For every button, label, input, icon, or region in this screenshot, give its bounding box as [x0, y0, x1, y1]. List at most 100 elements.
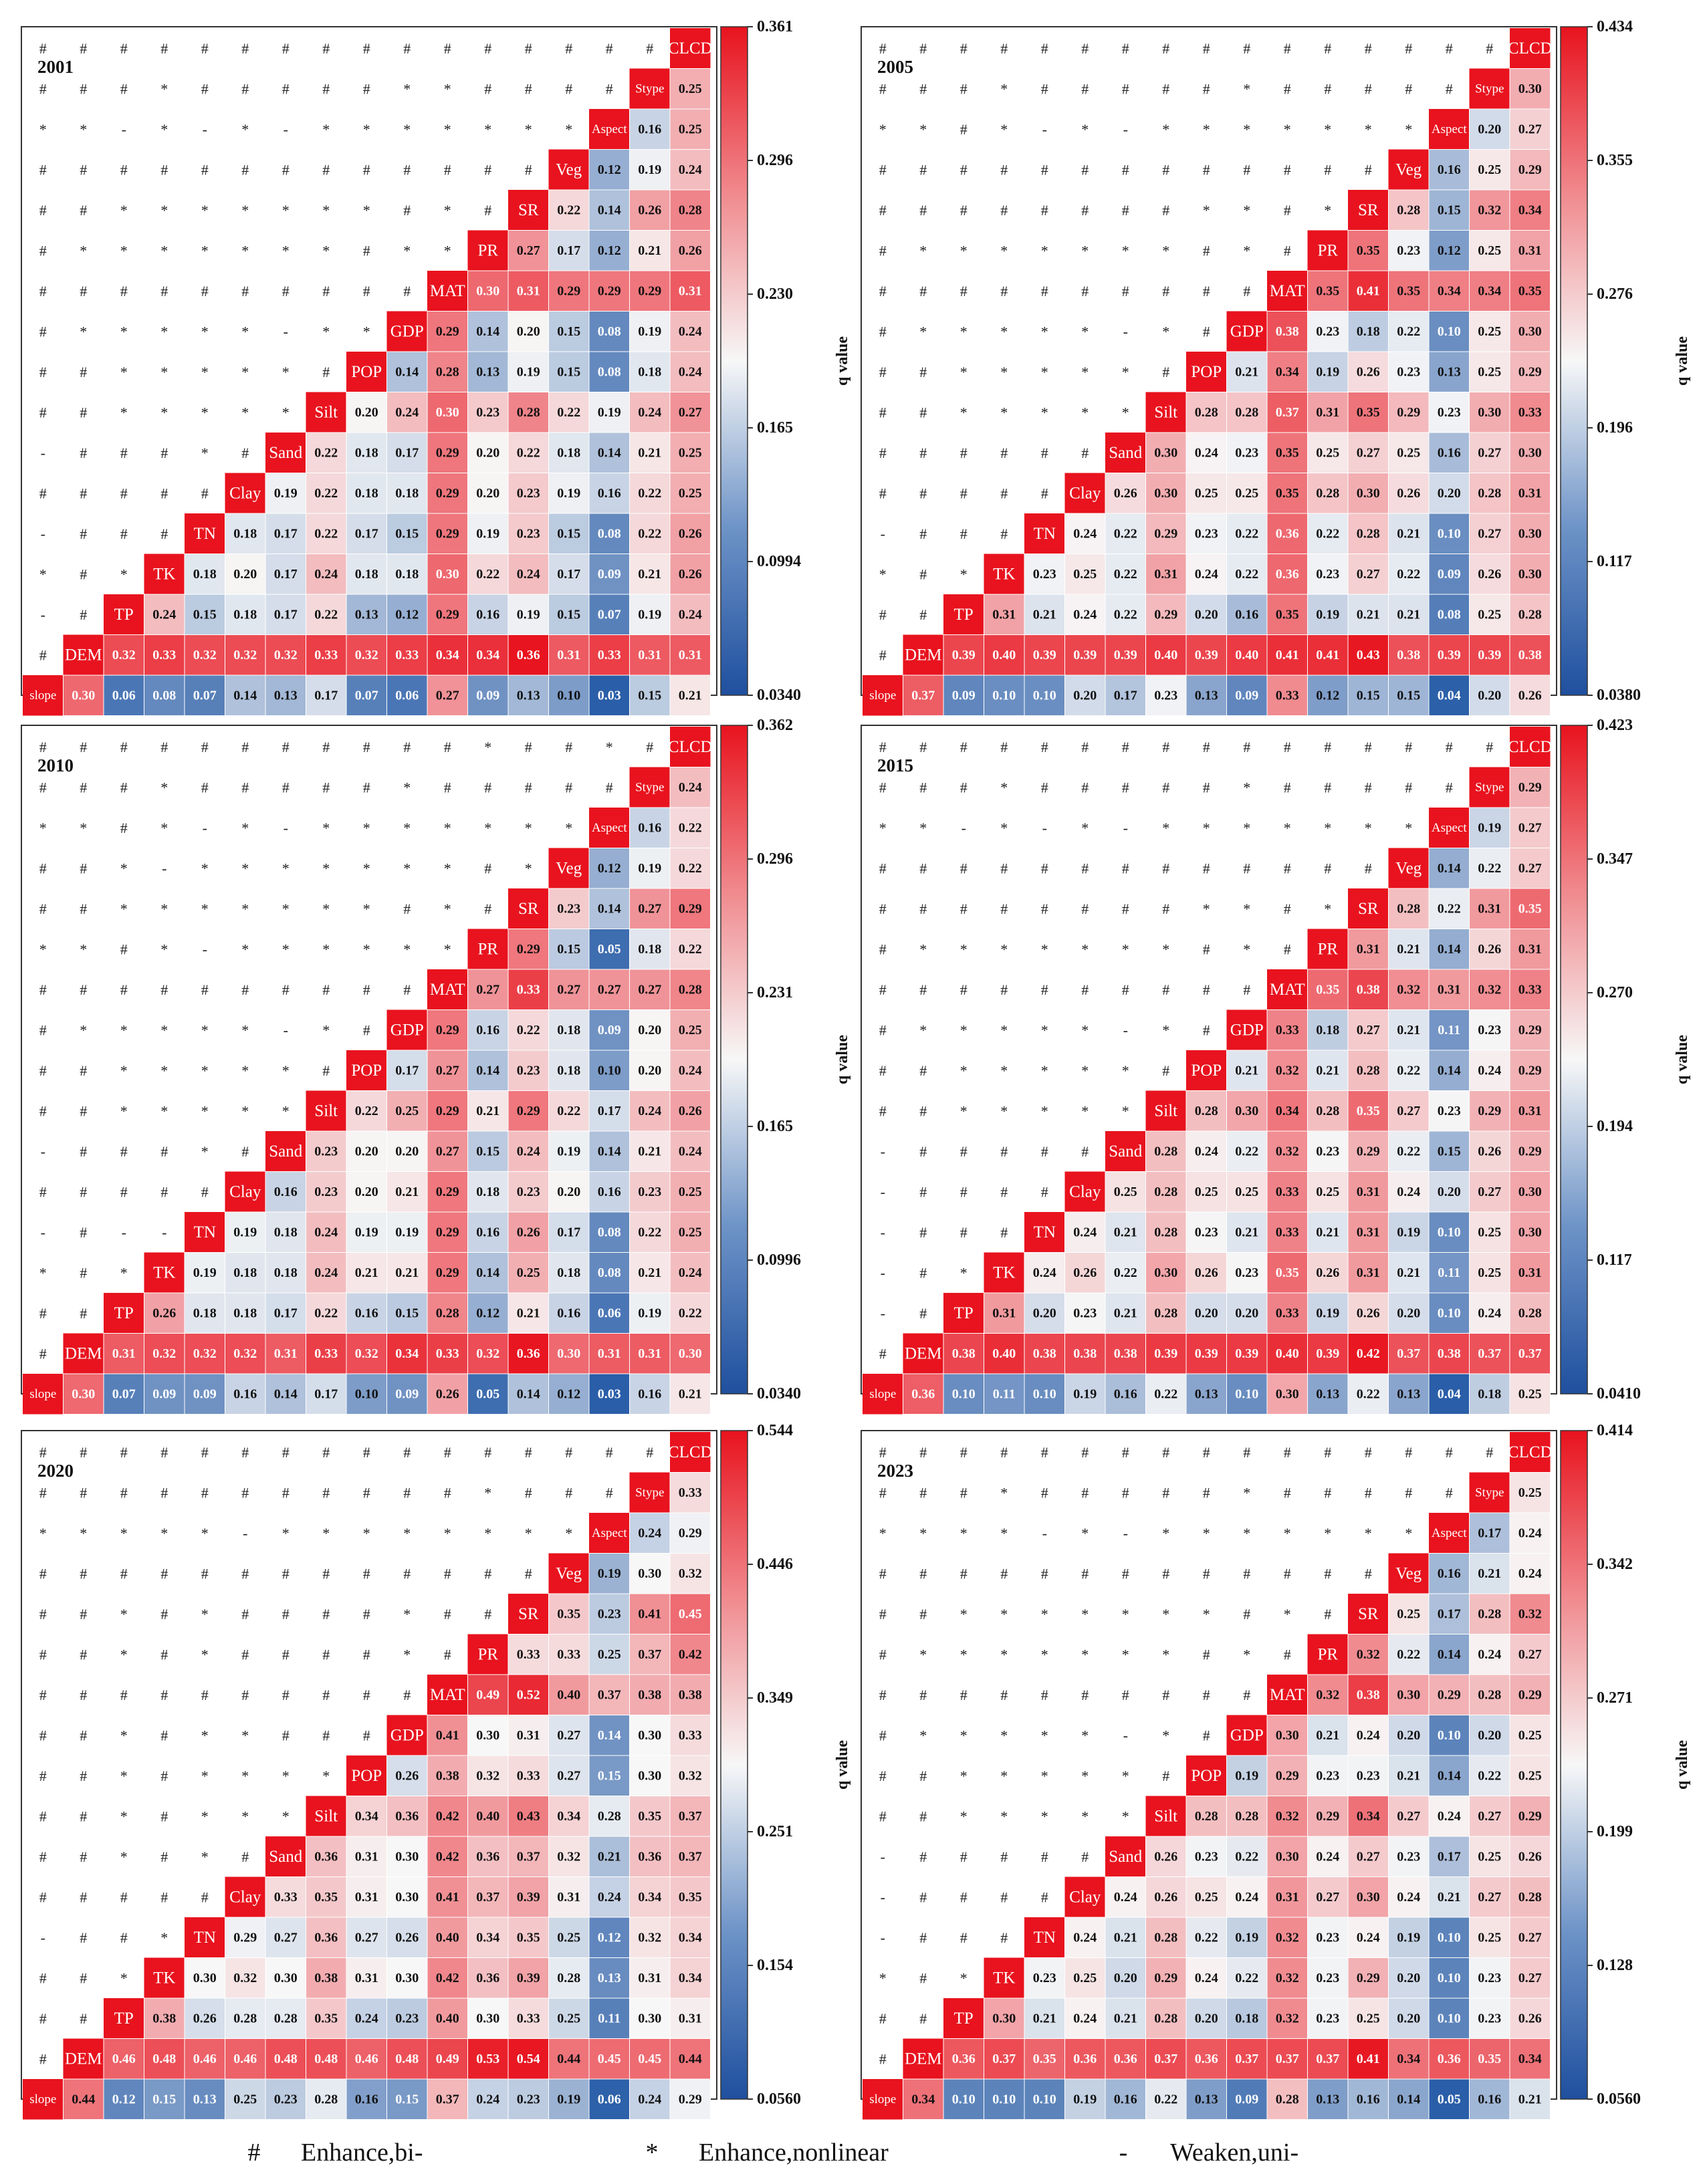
- cell-value: 0.33: [1518, 405, 1542, 420]
- significance-symbol: *: [322, 820, 330, 836]
- cell-value: 0.26: [1478, 942, 1501, 957]
- cell-value: 0.25: [1195, 1185, 1218, 1199]
- heat-cell: [1469, 807, 1510, 848]
- heat-cell: [1145, 1211, 1187, 1253]
- cell-value: 0.17: [314, 688, 338, 703]
- significance-symbol: *: [241, 941, 249, 957]
- cell-value: 0.18: [274, 1225, 298, 1239]
- cell-value: 0.26: [1316, 1265, 1339, 1280]
- cell-value: 0.29: [436, 486, 459, 501]
- variable-label: PR: [1317, 940, 1338, 958]
- significance-symbol: #: [484, 1444, 491, 1461]
- significance-symbol: #: [525, 1565, 532, 1582]
- cell-value: 0.30: [193, 1971, 217, 1985]
- heat-cell: [629, 1634, 671, 1675]
- cell-value: 0.32: [274, 648, 298, 662]
- significance-symbol: #: [120, 283, 128, 299]
- heat-cell: [1307, 1292, 1349, 1334]
- heat-cell: [1388, 1997, 1430, 2039]
- cell-value: 0.31: [1438, 982, 1461, 997]
- cell-value: 0.19: [193, 1265, 217, 1280]
- heat-cell: [669, 1553, 711, 1594]
- significance-symbol: #: [1162, 80, 1169, 97]
- significance-symbol: #: [201, 739, 209, 755]
- heat-cell: [306, 1211, 347, 1253]
- heat-cell: [1388, 554, 1430, 595]
- heat-cell: [1064, 594, 1106, 635]
- cell-value: 0.23: [1235, 445, 1258, 460]
- cell-value: 0.32: [112, 648, 136, 662]
- heat-cell: [1185, 1796, 1227, 1837]
- cell-value: 0.21: [1316, 1728, 1339, 1743]
- heat-cell: [1428, 2078, 1470, 2120]
- cell-value: 0.30: [638, 2011, 661, 2026]
- cell-value: 0.32: [679, 1768, 702, 1783]
- significance-symbol: -: [881, 1264, 885, 1281]
- significance-symbol: *: [160, 202, 168, 219]
- cell-value: 0.27: [1357, 1023, 1380, 1038]
- variable-label: TK: [153, 1969, 175, 1987]
- cell-value: 0.29: [1518, 780, 1542, 795]
- cell-value: 0.32: [476, 1346, 499, 1361]
- heat-cell: [1509, 1876, 1551, 1918]
- cell-value: 0.39: [1033, 648, 1056, 662]
- cell-value: 0.24: [638, 405, 661, 420]
- heat-cell: [306, 1836, 347, 1877]
- cell-value: 0.38: [1518, 648, 1542, 662]
- significance-symbol: *: [322, 323, 330, 340]
- significance-symbol: -: [162, 860, 166, 876]
- heat-cell: [1388, 1292, 1430, 1334]
- significance-symbol: #: [282, 1727, 290, 1743]
- heat-cell: [1185, 513, 1227, 554]
- significance-symbol: #: [919, 40, 927, 57]
- variable-label: POP: [351, 363, 382, 381]
- colorbar-tick-label: 0.362: [757, 717, 793, 734]
- variable-label: DEM: [905, 2050, 942, 2068]
- cell-value: 0.24: [1073, 607, 1097, 622]
- cell-value: 0.34: [1478, 283, 1501, 298]
- heat-cell: [184, 554, 225, 595]
- heat-cell: [1266, 2038, 1308, 2080]
- colorbar-tick-label: 0.251: [757, 1823, 793, 1840]
- cell-value: 0.16: [1235, 607, 1258, 622]
- cell-value: 0.14: [598, 203, 621, 217]
- significance-symbol: #: [39, 1345, 47, 1362]
- cell-value: 0.25: [679, 445, 702, 460]
- variable-label: MAT: [430, 1686, 465, 1704]
- significance-symbol: #: [879, 404, 887, 420]
- cell-value: 0.15: [152, 2092, 176, 2106]
- variable-label: slope: [869, 1387, 896, 1401]
- heat-cell: [1105, 1211, 1146, 1253]
- significance-symbol: *: [444, 941, 451, 957]
- heat-cell: [1064, 1333, 1106, 1374]
- cell-value: 0.31: [355, 1971, 378, 1985]
- variable-label: TP: [954, 606, 974, 624]
- cell-value: 0.30: [679, 1346, 702, 1361]
- cell-value: 0.12: [557, 1386, 580, 1401]
- heat-cell: [1509, 1171, 1551, 1213]
- significance-symbol: #: [80, 900, 87, 917]
- cell-value: 0.18: [233, 607, 257, 622]
- heat-cell: [265, 1876, 306, 1918]
- heat-cell: [1064, 1292, 1106, 1334]
- significance-symbol: #: [120, 1565, 128, 1582]
- cell-value: 0.15: [557, 364, 580, 379]
- heat-cell: [427, 675, 468, 716]
- cell-value: 0.27: [1357, 445, 1380, 460]
- cell-value: 0.24: [1073, 526, 1097, 541]
- heat-cell: [103, 2038, 144, 2080]
- cell-value: 0.19: [1478, 820, 1501, 835]
- cell-value: 0.30: [395, 1971, 419, 1985]
- cell-value: 0.24: [517, 567, 540, 582]
- cell-value: 0.41: [638, 1606, 661, 1621]
- diagonal-cell: [63, 2038, 104, 2079]
- significance-symbol: #: [80, 739, 87, 755]
- significance-symbol: #: [363, 779, 370, 796]
- heat-cell: [1185, 1171, 1227, 1213]
- significance-symbol: #: [1203, 1444, 1210, 1461]
- cell-value: 0.20: [1397, 2011, 1420, 2026]
- cell-value: 0.26: [193, 2011, 217, 2026]
- colorbar: [1560, 1430, 1588, 2100]
- heat-cell: [629, 1553, 671, 1594]
- variable-label: SR: [1358, 900, 1379, 918]
